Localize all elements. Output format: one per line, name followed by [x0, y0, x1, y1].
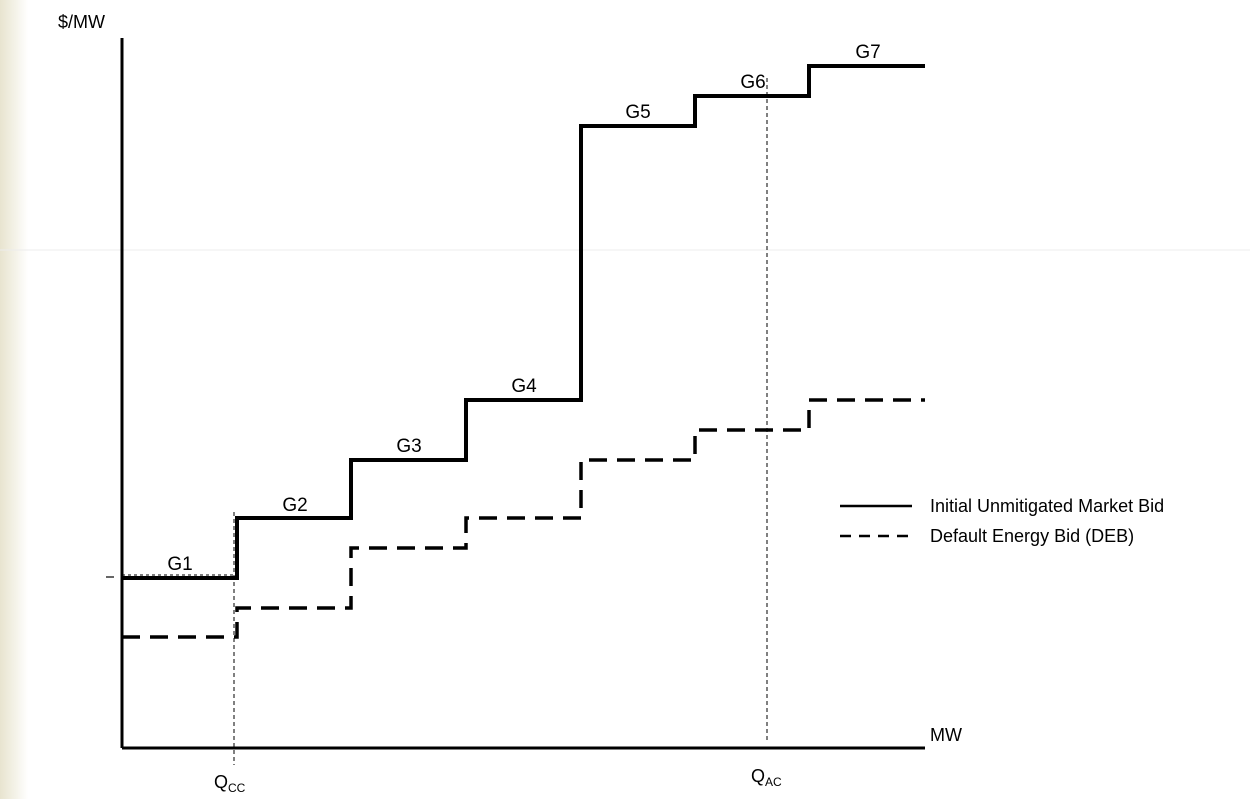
- qcc-label: QCC: [214, 772, 246, 794]
- default-energy-bid-curve: [122, 398, 925, 639]
- legend-solid-label: Initial Unmitigated Market Bid: [930, 496, 1164, 516]
- segment-label-g4: G4: [511, 376, 537, 397]
- segment-label-g7: G7: [855, 42, 880, 63]
- segment-label-g3: G3: [396, 436, 421, 457]
- segment-label-g2: G2: [282, 495, 307, 516]
- legend: Initial Unmitigated Market Bid Default E…: [840, 496, 1164, 546]
- segment-label-g5: G5: [625, 102, 650, 123]
- y-axis-label: $/MW: [58, 12, 105, 32]
- segment-label-g1: G1: [167, 554, 192, 575]
- initial-unmitigated-bid-curve: [122, 64, 925, 580]
- segment-label-g6: G6: [740, 72, 765, 93]
- x-axis-label: MW: [930, 725, 962, 745]
- legend-dashed-label: Default Energy Bid (DEB): [930, 526, 1134, 546]
- qac-label: QAC: [751, 766, 782, 789]
